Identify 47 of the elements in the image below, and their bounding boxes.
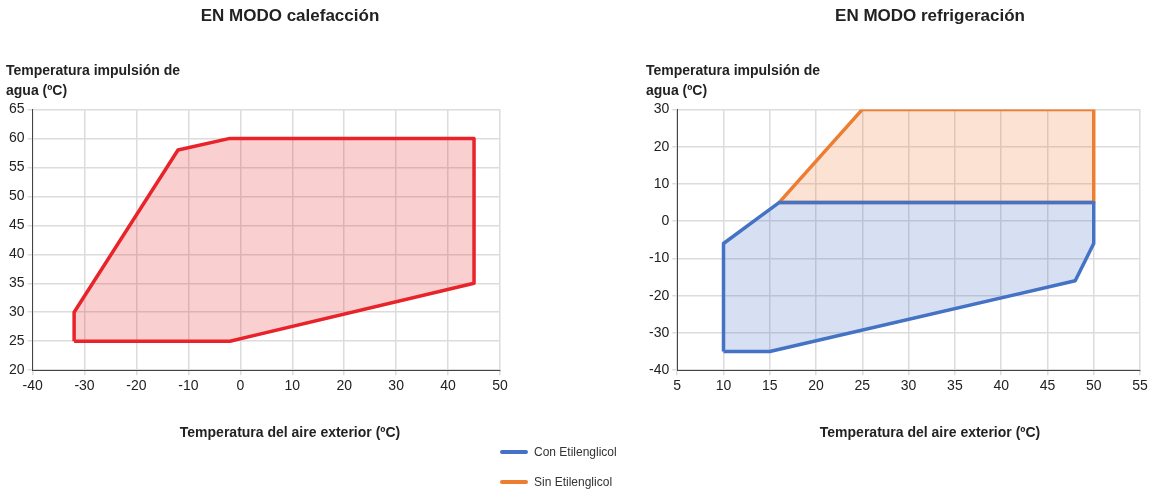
- y-tick-label: -20: [649, 286, 670, 303]
- x-axis-title: Temperatura del aire exterior (ºC): [178, 424, 402, 440]
- x-tick-label: 30: [388, 377, 405, 394]
- x-tick-label: 55: [1132, 377, 1148, 394]
- y-tick-label: 40: [8, 245, 25, 262]
- x-tick-label: 20: [336, 377, 353, 394]
- y-tick-label: 30: [653, 100, 670, 117]
- x-tick-label: 15: [762, 377, 778, 394]
- x-tick-label: 10: [715, 377, 732, 394]
- y-tick-label: -40: [649, 361, 670, 378]
- x-tick-label: 5: [673, 377, 682, 394]
- y-tick-label: 45: [8, 216, 25, 233]
- y-tick-label: -30: [649, 323, 670, 340]
- x-tick-label: 25: [854, 377, 871, 394]
- x-tick-label: 20: [808, 377, 825, 394]
- x-tick-label: 50: [492, 377, 508, 394]
- legend-label: Sin Etilenglicol: [534, 475, 613, 489]
- y-axis-title: Temperatura impulsión de agua (ºC): [646, 61, 821, 100]
- x-axis-title: Temperatura del aire exterior (ºC): [818, 424, 1042, 440]
- x-tick-label: 0: [236, 377, 245, 394]
- chart-title: EN MODO refrigeración: [834, 6, 1026, 26]
- y-tick-label: 10: [653, 174, 670, 191]
- x-tick-label: 45: [1039, 377, 1056, 394]
- y-tick-label: 35: [8, 274, 25, 291]
- y-tick-label: 25: [8, 332, 25, 349]
- y-tick-label: 55: [8, 158, 25, 175]
- x-tick-label: -10: [178, 377, 199, 394]
- y-tick-label: 20: [653, 137, 670, 154]
- y-axis-title: Temperatura impulsión de agua (ºC): [6, 61, 181, 100]
- y-tick-label: 0: [661, 212, 670, 229]
- x-tick-label: 40: [993, 377, 1010, 394]
- x-tick-label: 35: [947, 377, 963, 394]
- x-tick-label: 40: [440, 377, 457, 394]
- x-tick-label: -30: [74, 377, 95, 394]
- x-tick-label: 10: [284, 377, 301, 394]
- y-tick-label: 65: [8, 100, 25, 117]
- chart-title: EN MODO calefacción: [199, 6, 381, 26]
- y-tick-label: -10: [649, 249, 670, 266]
- x-tick-label: -40: [22, 377, 43, 394]
- y-tick-label: 20: [8, 361, 25, 378]
- x-tick-label: 50: [1085, 377, 1102, 394]
- y-tick-label: 30: [8, 303, 25, 320]
- x-tick-label: -20: [126, 377, 147, 394]
- y-tick-label: 50: [8, 187, 25, 204]
- y-tick-label: 60: [8, 129, 25, 146]
- legend-label: Con Etilenglicol: [534, 445, 617, 459]
- x-tick-label: 30: [900, 377, 917, 394]
